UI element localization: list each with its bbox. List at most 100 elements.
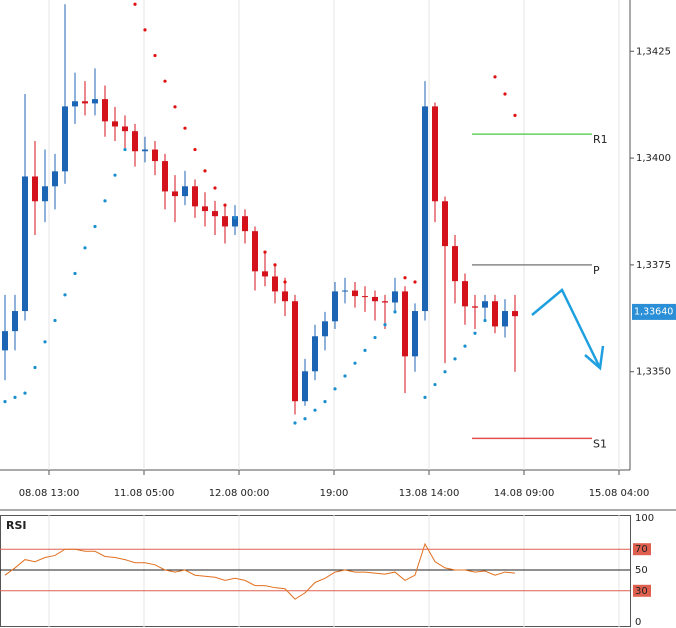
candle-body: [162, 161, 168, 192]
sar-dot: [213, 186, 217, 190]
candle-body: [382, 301, 388, 303]
sar-dot: [353, 361, 357, 365]
sar-dot: [503, 92, 507, 96]
candle-body: [62, 106, 68, 172]
sar-dot: [403, 276, 407, 280]
candle-body: [2, 331, 8, 351]
candle-body: [252, 231, 258, 272]
sar-dot: [63, 293, 67, 297]
pivot-label: P: [593, 264, 600, 277]
candle-body: [142, 149, 148, 152]
sar-dot: [433, 382, 437, 387]
candle-body: [342, 290, 348, 292]
candle-body: [112, 121, 118, 127]
sar-dot: [193, 147, 197, 152]
sar-dot: [283, 280, 287, 284]
candle-body: [42, 186, 48, 202]
rsi-tick-label: 0: [635, 617, 641, 628]
arrow-head: [584, 345, 605, 371]
candle-body: [102, 99, 108, 122]
candle-body: [122, 126, 128, 132]
sar-dot: [483, 318, 487, 323]
sar-dot: [473, 331, 477, 335]
sar-dot: [423, 395, 427, 399]
sar-dot: [173, 105, 177, 109]
candle-body: [132, 131, 138, 152]
sar-dot: [33, 365, 37, 370]
sar-dot: [23, 391, 27, 395]
sar-dot: [453, 357, 457, 361]
candle-body: [332, 291, 338, 322]
x-tick-label: 12.08 00:00: [209, 488, 270, 499]
y-tick-label: 1,3375: [636, 260, 671, 271]
sar-dot: [153, 53, 157, 58]
rsi-label-bg: [633, 584, 651, 597]
sar-dot: [3, 400, 7, 404]
last-price-box: [632, 303, 676, 320]
candle-body: [152, 149, 158, 162]
rsi-tick-label: 70: [635, 544, 648, 555]
sar-dot: [293, 421, 297, 425]
candle-body: [472, 306, 478, 308]
candle-body: [22, 176, 28, 312]
sar-dot: [263, 250, 267, 254]
candle-body: [422, 106, 428, 312]
candle-body: [432, 106, 438, 202]
sar-dot: [113, 173, 117, 177]
sar-dot: [103, 199, 107, 203]
arrow-line: [531, 288, 602, 369]
y-tick-label: 1,3350: [636, 367, 671, 378]
rsi-label-bg: [633, 543, 651, 556]
candle-body: [262, 271, 268, 277]
sar-dot: [233, 216, 237, 220]
x-tick-label: 19:00: [320, 488, 349, 499]
candle-body: [272, 276, 278, 292]
candle-body: [462, 281, 468, 307]
candle-body: [402, 291, 408, 357]
candle-body: [482, 301, 488, 308]
sar-dot: [413, 280, 417, 284]
pivot-label: R1: [593, 133, 608, 146]
sar-dot: [313, 408, 317, 412]
candle-body: [92, 99, 98, 104]
sar-dot: [223, 203, 227, 207]
candle-body: [242, 216, 248, 232]
sar-dot: [373, 335, 377, 340]
sar-dot: [243, 224, 247, 229]
candle-body: [192, 186, 198, 207]
x-tick-label: 11.08 05:00: [114, 488, 175, 499]
candle-body: [512, 311, 518, 317]
x-tick-label: 15.08 04:00: [589, 488, 650, 499]
sar-dot: [513, 113, 517, 117]
candle-body: [282, 291, 288, 302]
candle-body: [222, 216, 228, 227]
sar-dot: [303, 417, 307, 421]
sar-dot: [443, 370, 447, 374]
candle-body: [502, 311, 508, 327]
rsi-tick-label: 30: [635, 586, 648, 597]
sar-dot: [333, 387, 337, 391]
candle-body: [362, 296, 368, 298]
x-tick-label: 13.08 14:00: [399, 488, 460, 499]
candle-body: [172, 191, 178, 197]
sar-dot: [93, 224, 97, 229]
sar-dot: [493, 75, 497, 79]
candle-body: [452, 246, 458, 282]
forecast-arrow: [531, 288, 605, 371]
sar-dot: [183, 126, 187, 130]
candle-body: [202, 206, 208, 212]
rsi-tick-label: 100: [635, 513, 654, 524]
sar-dot: [343, 374, 347, 378]
sar-dot: [253, 237, 257, 241]
candle-body: [182, 186, 188, 197]
candle-body: [372, 296, 378, 302]
sar-dot: [203, 169, 207, 173]
sar-dot: [463, 344, 467, 348]
sar-dot: [143, 28, 147, 32]
x-tick-label: 14.08 09:00: [494, 488, 555, 499]
sar-dot: [323, 400, 327, 404]
sar-dot: [43, 340, 47, 344]
candle-body: [352, 290, 358, 297]
candle-body: [72, 101, 78, 107]
